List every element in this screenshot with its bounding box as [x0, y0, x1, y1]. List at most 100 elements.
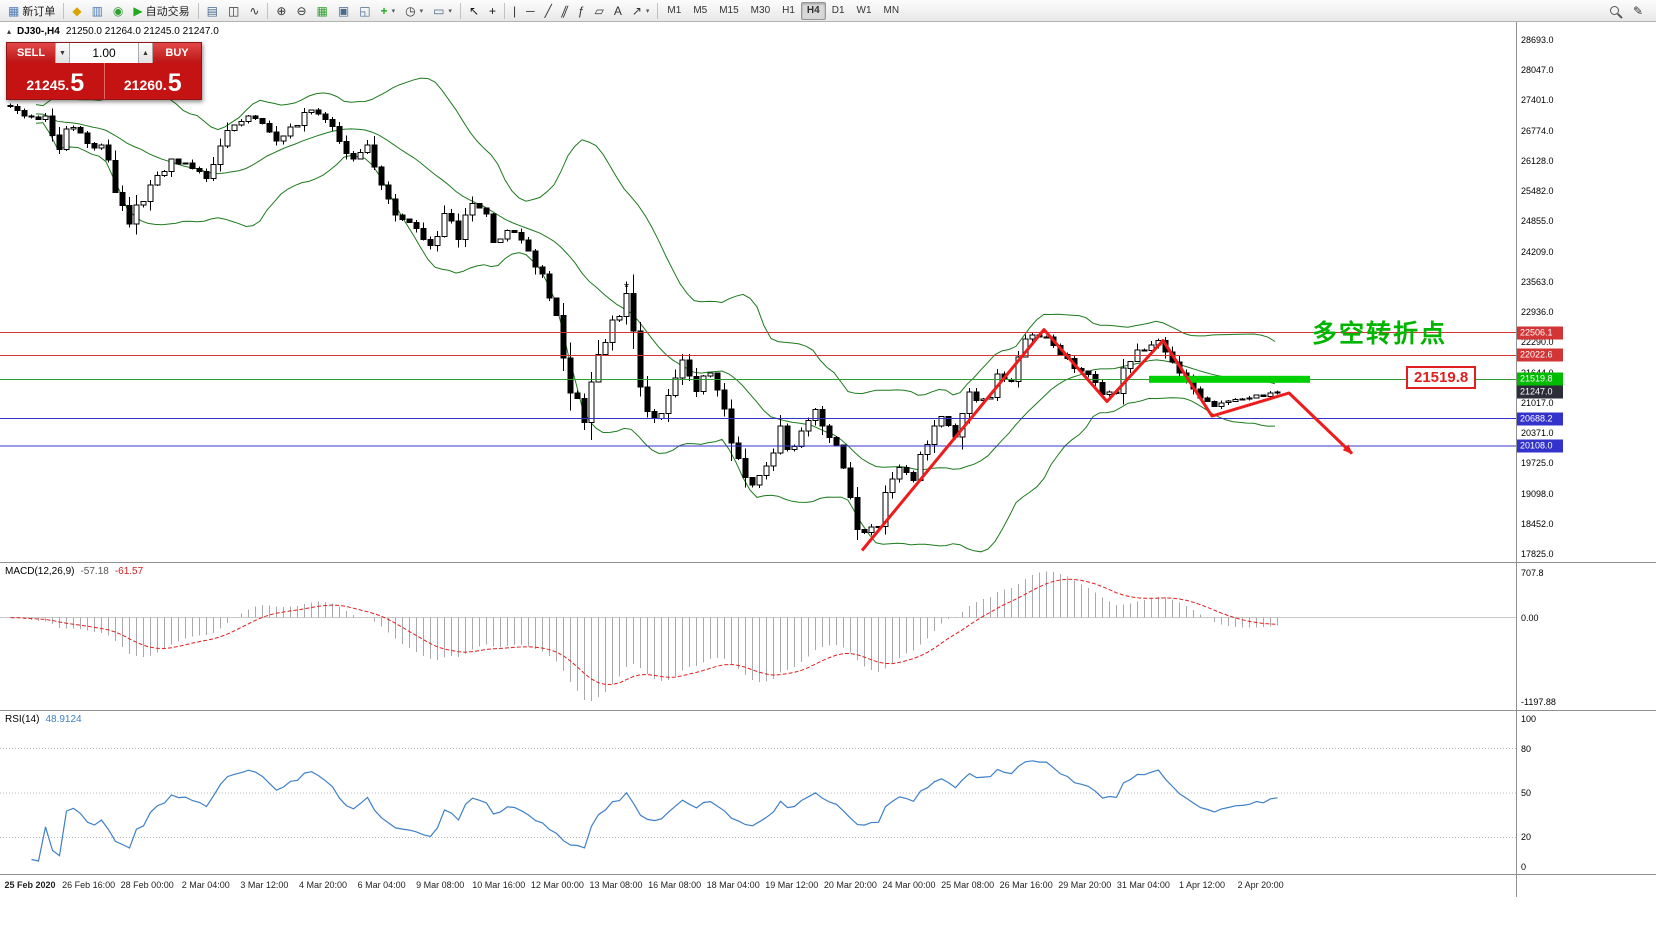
add-indicator-button[interactable]: + ▾ — [376, 1, 401, 20]
compose-button[interactable]: ✎ — [1628, 1, 1648, 20]
price-scale-label: 20371.0 — [1521, 428, 1554, 439]
time-axis-label: 3 Mar 12:00 — [240, 880, 289, 890]
timeframe-w1[interactable]: W1 — [856, 5, 872, 16]
chart-price-scale[interactable]: 28693.0 28047.0 27401.0 26774.0 26128.0 25482… — [1516, 22, 1656, 562]
bar-marker-star[interactable]: * — [624, 279, 629, 294]
arrows-tool-icon[interactable]: ↗ ▾ — [627, 1, 655, 20]
trendline-icon: ╱ — [544, 3, 552, 18]
rsi-scale-label: 80 — [1521, 743, 1532, 754]
rsi-canvas[interactable] — [0, 711, 1516, 875]
price-scale-label: 21644.0 — [1521, 368, 1554, 378]
ohlc-bars-icon[interactable]: ▤ — [202, 1, 223, 20]
support-zone-band[interactable] — [1149, 375, 1310, 383]
macd-canvas[interactable] — [0, 563, 1516, 711]
timeframe-m30[interactable]: M30 — [750, 5, 771, 16]
dropdown-arrow-icon: ▾ — [645, 7, 650, 15]
volume-down-button[interactable]: ▼ — [55, 43, 70, 63]
time-axis-label: 28 Feb 00:00 — [120, 880, 174, 890]
timeframe-m15[interactable]: M15 — [719, 5, 739, 16]
crosshair-icon[interactable]: + — [484, 1, 501, 20]
time-axis-label: 10 Mar 16:00 — [472, 880, 526, 890]
horizontal-line-icon[interactable]: ─ — [521, 1, 540, 20]
text-label-icon: A — [613, 3, 622, 18]
candlestick-chart-icon[interactable]: ◫ — [223, 1, 244, 20]
macd-label: MACD(12,26,9) -57.18 -61.57 — [5, 566, 143, 577]
rsi-scale-label: 50 — [1521, 788, 1532, 798]
add-indicator-icon: + — [380, 3, 388, 18]
channel-icon[interactable]: ∥ — [557, 1, 573, 20]
zoom-in-icon[interactable]: ⊕ — [271, 1, 291, 20]
new-order-button[interactable]: ▦ 新订单 — [3, 1, 60, 20]
arrows-tool-icon: ↗ — [631, 3, 642, 18]
timeframe-m1[interactable]: M1 — [667, 5, 682, 16]
timeframe-mn[interactable]: MN — [883, 5, 900, 16]
cascade-windows-icon[interactable]: ◱ — [354, 1, 375, 20]
price-tag-22022.6: 22022.6 — [1517, 348, 1563, 362]
buy-button[interactable]: BUY — [153, 43, 201, 63]
time-axis-corner — [1516, 875, 1656, 897]
metaeditor-icon: ◆ — [72, 3, 82, 18]
new-order-button-label: 新订单 — [22, 5, 56, 18]
market-watch-icon[interactable]: ▥ — [87, 1, 108, 20]
trendline-icon[interactable]: ╱ — [540, 1, 557, 20]
template-button[interactable]: ▭ ▾ — [428, 1, 457, 20]
time-axis-label: 9 Mar 08:00 — [416, 880, 465, 890]
volume-input[interactable] — [70, 43, 138, 63]
time-axis[interactable]: 25 Feb 2020 26 Feb 16:00 28 Feb 00:00 2 Mar… — [0, 875, 1656, 897]
ohlc-values: 21250.0 21264.0 21245.0 21247.0 — [65, 26, 219, 37]
time-axis-label: 25 Feb 2020 — [4, 880, 56, 890]
buy-price-display[interactable]: 21260. 5 — [103, 63, 201, 99]
price-scale-label: 27401.0 — [1521, 95, 1554, 106]
template-icon: ▭ — [433, 3, 445, 18]
shapes-icon[interactable]: ▱ — [590, 1, 609, 20]
timeframe-d1[interactable]: D1 — [831, 5, 845, 16]
rsi-scale[interactable]: 100 80 50 20 0 — [1516, 711, 1656, 874]
timeframe-h4[interactable]: H4 — [800, 1, 826, 20]
macd-scale-label: -1197.88 — [1521, 697, 1556, 707]
time-axis-label: 31 Mar 04:00 — [1116, 880, 1170, 890]
cursor-icon[interactable]: ↖ — [464, 1, 484, 20]
period-selector-button[interactable]: ◷ ▾ — [400, 1, 428, 20]
macd-scale[interactable]: 707.8 0.00 -1197.88 — [1516, 563, 1656, 710]
toolbar-separator — [657, 2, 659, 19]
time-axis-label: 1 Apr 12:00 — [1178, 880, 1226, 890]
rsi-value: 48.9124 — [45, 714, 82, 725]
crosshair-icon: + — [489, 3, 497, 18]
zoom-out-icon[interactable]: ⊖ — [291, 1, 311, 20]
rsi-scale-label: 100 — [1521, 714, 1537, 724]
text-label-icon[interactable]: A — [609, 1, 627, 20]
sell-price-display[interactable]: 21245. 5 — [7, 63, 104, 99]
price-scale-label: 26774.0 — [1521, 125, 1554, 136]
zoom-out-icon: ⊖ — [296, 3, 307, 18]
shapes-icon: ▱ — [594, 3, 604, 18]
timeframe-h1[interactable]: H1 — [782, 5, 795, 16]
time-axis-label: 4 Mar 20:00 — [298, 880, 348, 890]
price-level-callout[interactable]: 21519.8 — [1406, 366, 1477, 389]
grid-icon[interactable]: ▦ — [312, 1, 333, 20]
fibonacci-icon[interactable]: ƒ — [573, 1, 590, 20]
trade-prices-row: 21245. 5 21260. 5 — [7, 63, 201, 99]
line-chart-icon[interactable]: ∿ — [244, 1, 264, 20]
metaeditor-icon[interactable]: ◆ — [67, 1, 86, 20]
toolbar-separator — [197, 2, 199, 19]
sell-button[interactable]: SELL — [7, 43, 55, 63]
collapse-arrow-icon[interactable]: ▴ — [7, 27, 12, 36]
autotrading-button[interactable]: ▶ 自动交易 — [128, 1, 194, 20]
toolbar-items: ▦ 新订单 ◆ ▥ ◉ ▶ 自动交易 ▤ ◫ ∿ ⊕ ⊖ ▦ ▣ ◱ + ▾ ◷ ▾ ▭ ▾ ↖ + | ─ ╱ ∥ ƒ ▱ A ↗ ▾ — [3, 0, 661, 21]
period-selector-icon: ◷ — [405, 3, 416, 18]
macd-name: MACD(12,26,9) — [5, 566, 75, 577]
tile-windows-icon[interactable]: ▣ — [333, 1, 354, 20]
vertical-line-icon[interactable]: | — [508, 1, 521, 20]
cursor-icon: ↖ — [468, 3, 479, 18]
timeframe-m5[interactable]: M5 — [693, 5, 708, 16]
price-scale-label: 18452.0 — [1521, 518, 1554, 529]
market-watch-icon: ▥ — [91, 3, 103, 18]
main-chart-canvas[interactable]: * — [0, 22, 1516, 563]
price-scale-label: 28047.0 — [1521, 65, 1554, 76]
trend-zigzag-drawing[interactable] — [860, 328, 1354, 552]
turning-point-annotation[interactable]: 多空转折点 — [1312, 320, 1448, 348]
navigator-icon[interactable]: ◉ — [108, 1, 128, 20]
search-button[interactable] — [1605, 1, 1624, 20]
volume-up-button[interactable]: ▲ — [138, 43, 153, 63]
toolbar-right: ✎ — [1605, 0, 1648, 21]
